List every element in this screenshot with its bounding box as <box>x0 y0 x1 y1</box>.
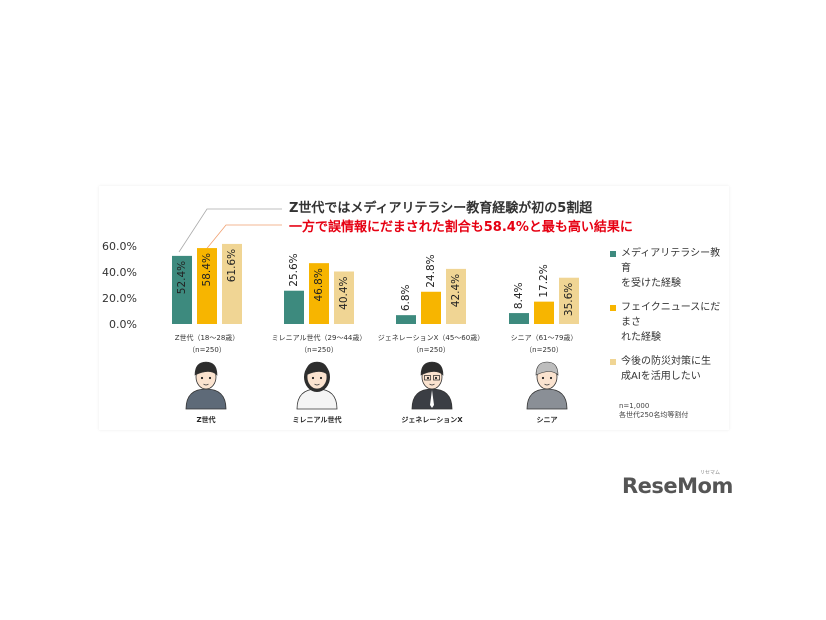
bar-value-label: 25.6% <box>288 253 300 286</box>
bar-value-label: 46.8% <box>313 268 325 301</box>
avatar-label: ジェネレーションX <box>401 416 463 424</box>
headline-line1: Z世代ではメディアリテラシー教育経験が初の5割超 <box>289 200 593 216</box>
bar-value-label: 42.4% <box>450 274 462 307</box>
avatar-label: Z世代 <box>196 415 215 424</box>
legend-swatch-3 <box>610 359 616 365</box>
category-n-label: （n=250） <box>412 346 450 354</box>
bar <box>446 268 466 324</box>
bar-value-label: 52.4% <box>176 261 188 294</box>
bar-value-label: 8.4% <box>513 282 525 309</box>
y-tick-label: 40.0% <box>102 266 137 279</box>
bar <box>559 277 579 324</box>
category-label: ミレニアル世代（29～44歳） <box>272 333 367 342</box>
avatars: Z世代 ミレニアル世代 ジェネレーションX シニア <box>185 361 568 424</box>
senior-avatar-icon <box>526 361 568 410</box>
headline-connector-line-1 <box>178 208 282 253</box>
y-axis: 0.0% 20.0% 40.0% 60.0% <box>102 240 137 331</box>
bar-value-label: 24.8% <box>425 254 437 287</box>
young-man-avatar-icon <box>185 361 227 410</box>
bar-value-label: 35.6% <box>563 283 575 316</box>
bar <box>284 290 304 324</box>
bar <box>334 271 354 324</box>
legend-label-2: フェイクニュースにだまさ れた経験 <box>621 302 721 343</box>
legend-item-2: フェイクニュースにだまさ れた経験 <box>610 300 725 345</box>
category-n-label: （n=250） <box>300 346 338 354</box>
bar <box>172 255 192 324</box>
bar-value-label: 17.2% <box>538 264 550 297</box>
sample-allocation: 各世代250名均等割付 <box>619 411 689 419</box>
bars: 52.4% 58.4% 61.6% 25.6% 46.8% 40.4% 6.8% 24.8% 4… <box>172 243 579 324</box>
bar <box>421 291 441 324</box>
chart-figure: Z世代ではメディアリテラシー教育経験が初の5割超 一方で誤情報にだまされた割合も… <box>99 186 729 430</box>
bar-value-label: 40.4% <box>338 276 350 309</box>
legend-swatch-1 <box>610 251 616 257</box>
sample-note: n=1,000 各世代250名均等割付 <box>619 402 688 420</box>
chart-svg: Z世代ではメディアリテラシー教育経験が初の5割超 一方で誤情報にだまされた割合も… <box>102 200 633 424</box>
avatar-label: ミレニアル世代 <box>293 415 342 424</box>
category-label: ジェネレーションX（45～60歳） <box>378 333 484 342</box>
bar-value-label: 58.4% <box>201 253 213 286</box>
category-n-label: （n=250） <box>188 346 226 354</box>
bar <box>396 315 416 324</box>
bar-value-label: 6.8% <box>400 284 412 311</box>
y-tick-label: 20.0% <box>102 292 137 305</box>
legend-label-3: 今後の防災対策に生 成AIを活用したい <box>621 356 711 382</box>
headline-line2: 一方で誤情報にだまされた割合も58.4%と最も高い結果に <box>289 219 633 235</box>
bar <box>222 243 242 324</box>
category-labels: Z世代（18～28歳） （n=250） ミレニアル世代（29～44歳） （n=250）… <box>175 333 578 354</box>
headline-connector-line-2 <box>203 224 282 253</box>
legend-swatch-2 <box>610 305 616 311</box>
category-n-label: （n=250） <box>525 346 563 354</box>
legend: メディアリテラシー教育 を受けた経験 フェイクニュースにだまさ れた経験 今後の防災… <box>610 246 725 393</box>
y-tick-label: 60.0% <box>102 240 137 253</box>
resemom-logo-sub: リセマム <box>700 470 721 476</box>
sample-size: n=1,000 <box>619 402 650 410</box>
legend-label-1: メディアリテラシー教育 を受けた経験 <box>621 248 721 289</box>
businessman-avatar-icon <box>411 361 453 410</box>
legend-item-1: メディアリテラシー教育 を受けた経験 <box>610 246 725 291</box>
y-tick-label: 0.0% <box>109 318 137 331</box>
resemom-logo: ReseMom <box>622 474 733 498</box>
bar <box>534 301 554 324</box>
category-label: Z世代（18～28歳） <box>175 333 240 342</box>
bar <box>309 263 329 324</box>
category-label: シニア（61～79歳） <box>511 333 578 342</box>
bar <box>197 248 217 324</box>
bar <box>509 313 529 324</box>
woman-avatar-icon <box>296 361 338 410</box>
legend-item-3: 今後の防災対策に生 成AIを活用したい <box>610 354 725 384</box>
bar-value-label: 61.6% <box>226 249 238 282</box>
avatar-label: シニア <box>537 416 558 424</box>
